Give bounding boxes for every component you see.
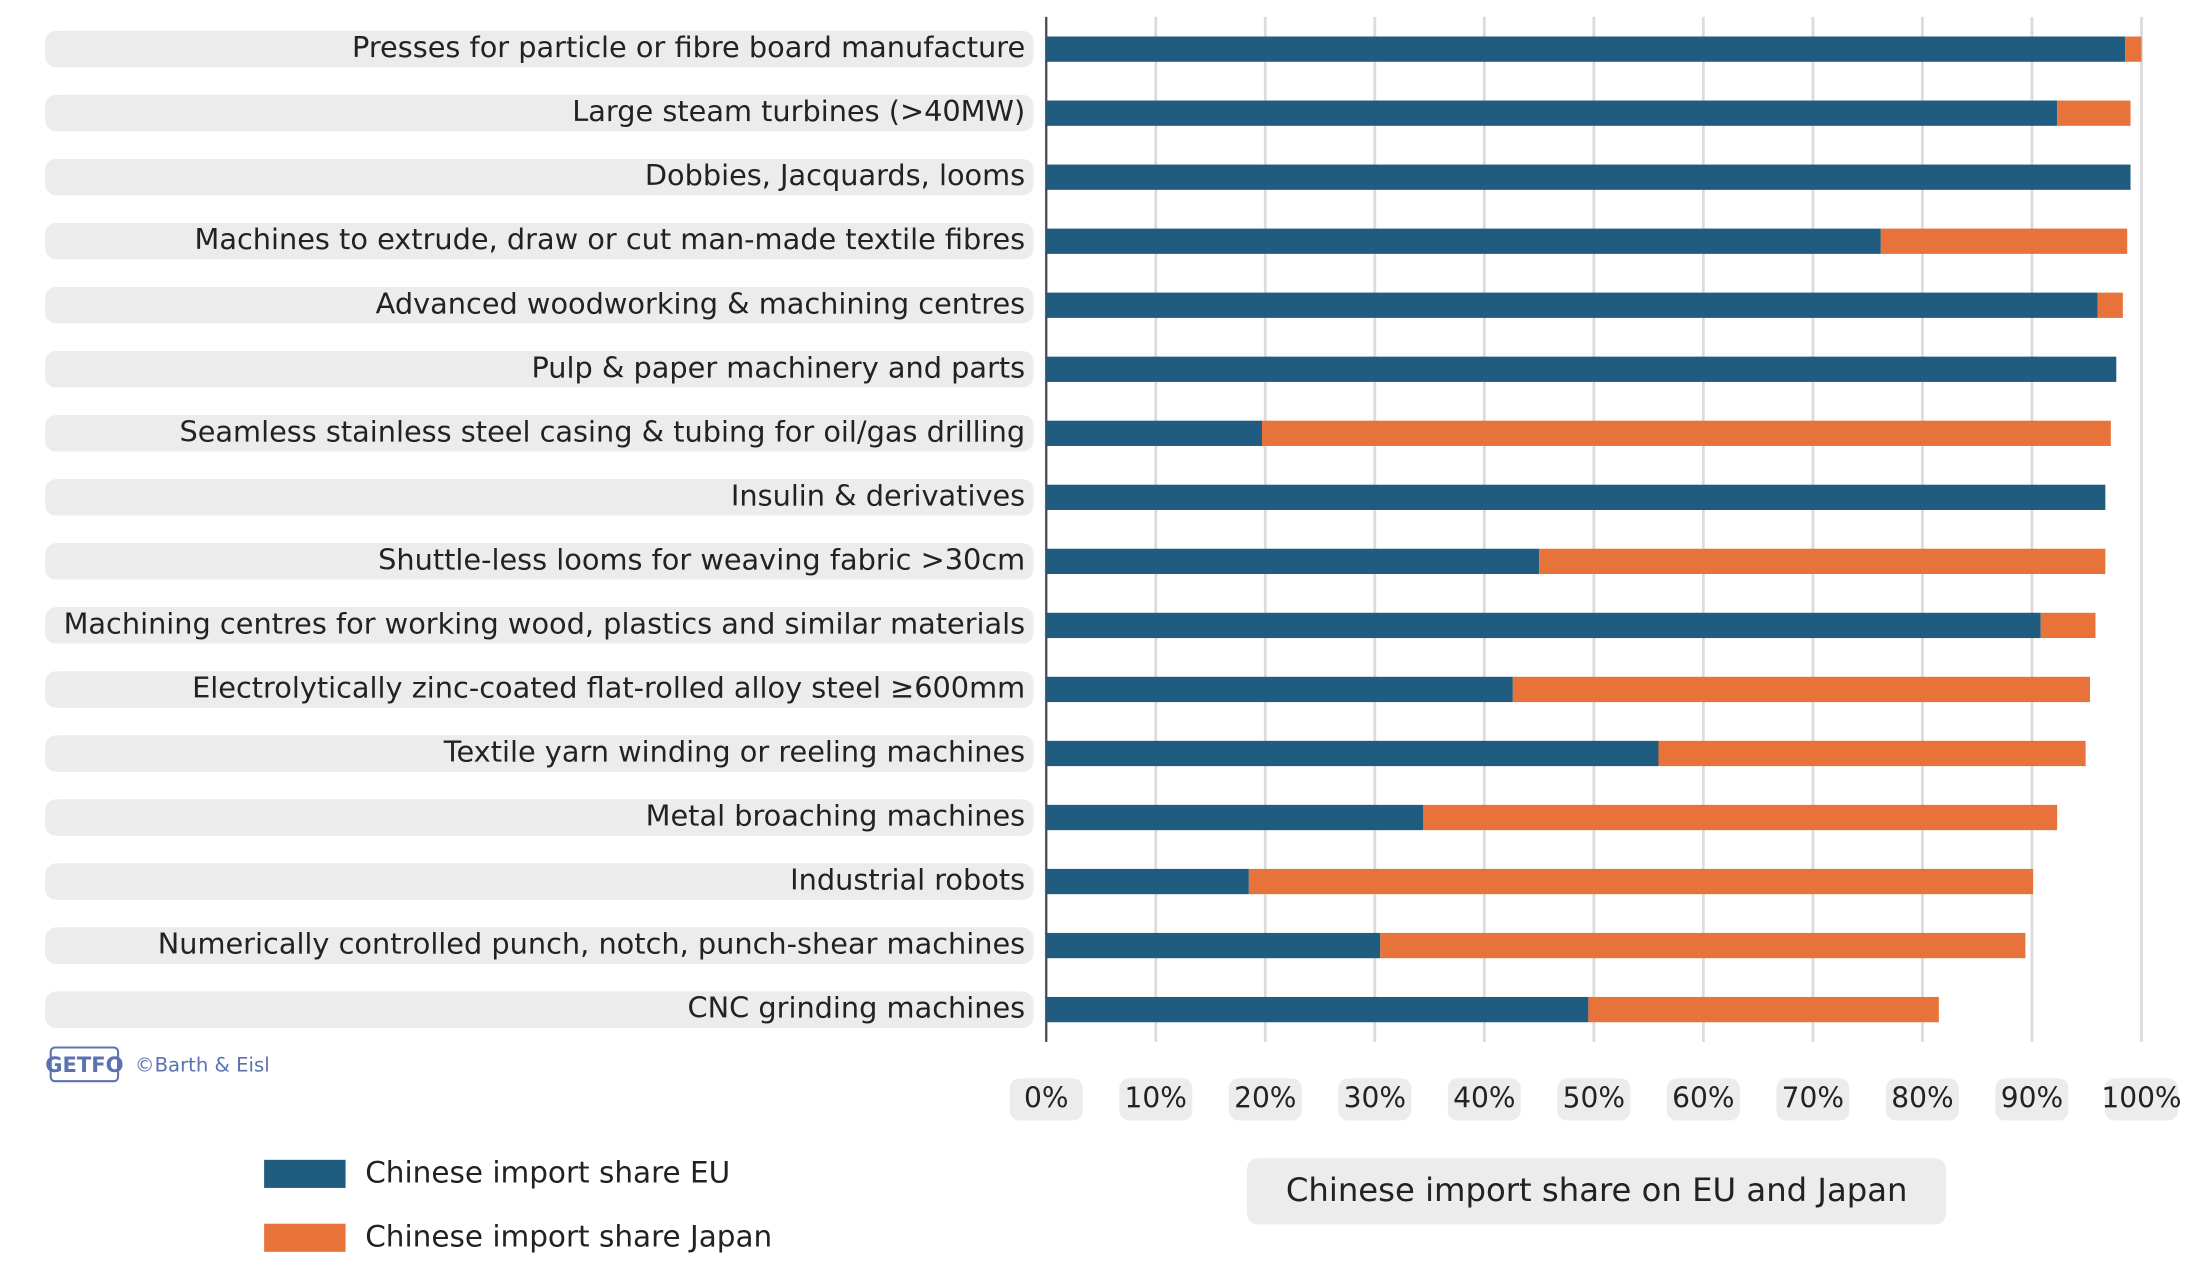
bar <box>1046 36 2126 62</box>
category-label-bg <box>45 351 1034 388</box>
bar <box>1248 868 2034 895</box>
logo-box <box>49 1046 120 1083</box>
category-label-bg <box>45 735 1034 772</box>
x-tick-label: 30% <box>1344 1081 1406 1114</box>
category-label-bg <box>45 543 1034 580</box>
x-tick-label: 70% <box>1782 1081 1844 1114</box>
category-label-bg <box>45 991 1034 1028</box>
tick-label-bg <box>1447 1078 1521 1121</box>
y-tick-label: Insulin & derivatives <box>731 478 1025 512</box>
bar <box>1658 740 2086 767</box>
bar <box>1046 164 2131 190</box>
y-tick-label: Electrolytically zinc-coated flat-rolled… <box>192 670 1025 704</box>
y-tick-label: Large steam turbines (>40MW) <box>572 94 1025 128</box>
bar <box>1588 996 1939 1023</box>
category-label-bg <box>45 671 1034 708</box>
bar <box>1539 548 2106 575</box>
tick-label-bg <box>1119 1078 1193 1121</box>
y-tick-label: Shuttle-less looms for weaving fabric >3… <box>378 542 1025 576</box>
category-label-bg <box>45 222 1034 260</box>
tick-label-bg <box>1776 1078 1850 1121</box>
tick-label-bg <box>2104 1078 2178 1121</box>
bar <box>1880 228 2128 254</box>
bar <box>1512 676 2091 703</box>
bar <box>1046 996 1589 1023</box>
category-label-bg <box>45 287 1034 324</box>
y-tick-label: Pulp & paper machinery and parts <box>531 350 1025 384</box>
logo: GETFO <box>45 1052 123 1077</box>
bar <box>1423 804 2058 831</box>
x-tick-label: 80% <box>1891 1081 1953 1114</box>
bar <box>1046 356 2117 382</box>
category-label-bg <box>45 799 1034 836</box>
bar <box>1262 420 2111 446</box>
tick-label-bg <box>1228 1078 1302 1121</box>
y-tick-label: Dobbies, Jacquards, looms <box>645 158 1025 192</box>
y-tick-label: CNC grinding machines <box>688 991 1026 1025</box>
tick-label-bg <box>1885 1078 1959 1121</box>
bar <box>1046 612 2041 639</box>
y-tick-label: Seamless stainless steel casing & tubing… <box>179 414 1025 448</box>
y-tick-label: Machines to extrude, draw or cut man-mad… <box>195 222 1026 256</box>
chart-title: Chinese import share on EU and Japan <box>1286 1171 1908 1209</box>
y-tick-label: Textile yarn winding or reeling machines <box>443 734 1025 768</box>
legend-swatch <box>264 1223 346 1252</box>
category-label-bg <box>45 479 1034 516</box>
bar <box>2040 612 2096 639</box>
category-label-bg <box>45 927 1034 964</box>
y-tick-label: Metal broaching machines <box>646 799 1026 833</box>
x-tick-label: 60% <box>1672 1081 1734 1114</box>
x-tick-label: 10% <box>1125 1081 1187 1114</box>
category-label-bg <box>45 415 1034 452</box>
bar <box>1380 932 2026 959</box>
category-label-bg <box>45 30 1034 68</box>
bar <box>2097 292 2123 318</box>
y-tick-label: Numerically controlled punch, notch, pun… <box>158 927 1025 961</box>
y-tick-label: Machining centres for working wood, plas… <box>64 606 1026 640</box>
y-tick-label: Industrial robots <box>790 863 1025 897</box>
bar <box>2057 100 2131 126</box>
x-tick-label: 40% <box>1453 1081 1515 1114</box>
category-label-bg <box>45 607 1034 644</box>
category-label-bg <box>45 863 1034 900</box>
bar <box>1046 228 1881 254</box>
y-tick-label: Advanced woodworking & machining centres <box>376 286 1025 320</box>
x-tick-label: 90% <box>2001 1081 2063 1114</box>
legend-swatch <box>264 1159 346 1188</box>
tick-label-bg <box>1338 1078 1412 1121</box>
y-tick-label: Presses for particle or fibre board manu… <box>352 30 1025 64</box>
bar <box>2125 36 2142 62</box>
bar <box>1046 740 1659 767</box>
bar <box>1046 932 1381 959</box>
bar <box>1046 804 1424 831</box>
x-tick-label: 100% <box>2101 1081 2181 1114</box>
bar <box>1046 420 1263 446</box>
x-tick-label: 20% <box>1234 1081 1296 1114</box>
bar <box>1046 100 2058 126</box>
tick-label-bg <box>1009 1078 1083 1121</box>
legend-label: Chinese import share Japan <box>365 1219 772 1253</box>
x-tick-label: 0% <box>1024 1081 1069 1114</box>
tick-label-bg <box>1666 1078 1740 1121</box>
bar <box>1046 292 2098 318</box>
tick-label-bg <box>1557 1078 1631 1121</box>
category-label-bg <box>45 158 1034 196</box>
bar <box>1046 676 1513 703</box>
category-label-bg <box>45 94 1034 132</box>
legend-label: Chinese import share EU <box>365 1155 730 1189</box>
bar <box>1046 484 2106 510</box>
source: ©Barth & Eisl <box>135 1053 270 1076</box>
tick-label-bg <box>1995 1078 2069 1121</box>
title-box <box>1247 1158 1947 1225</box>
bar <box>1046 868 1249 895</box>
bar <box>1046 548 1540 575</box>
x-tick-label: 50% <box>1563 1081 1625 1114</box>
